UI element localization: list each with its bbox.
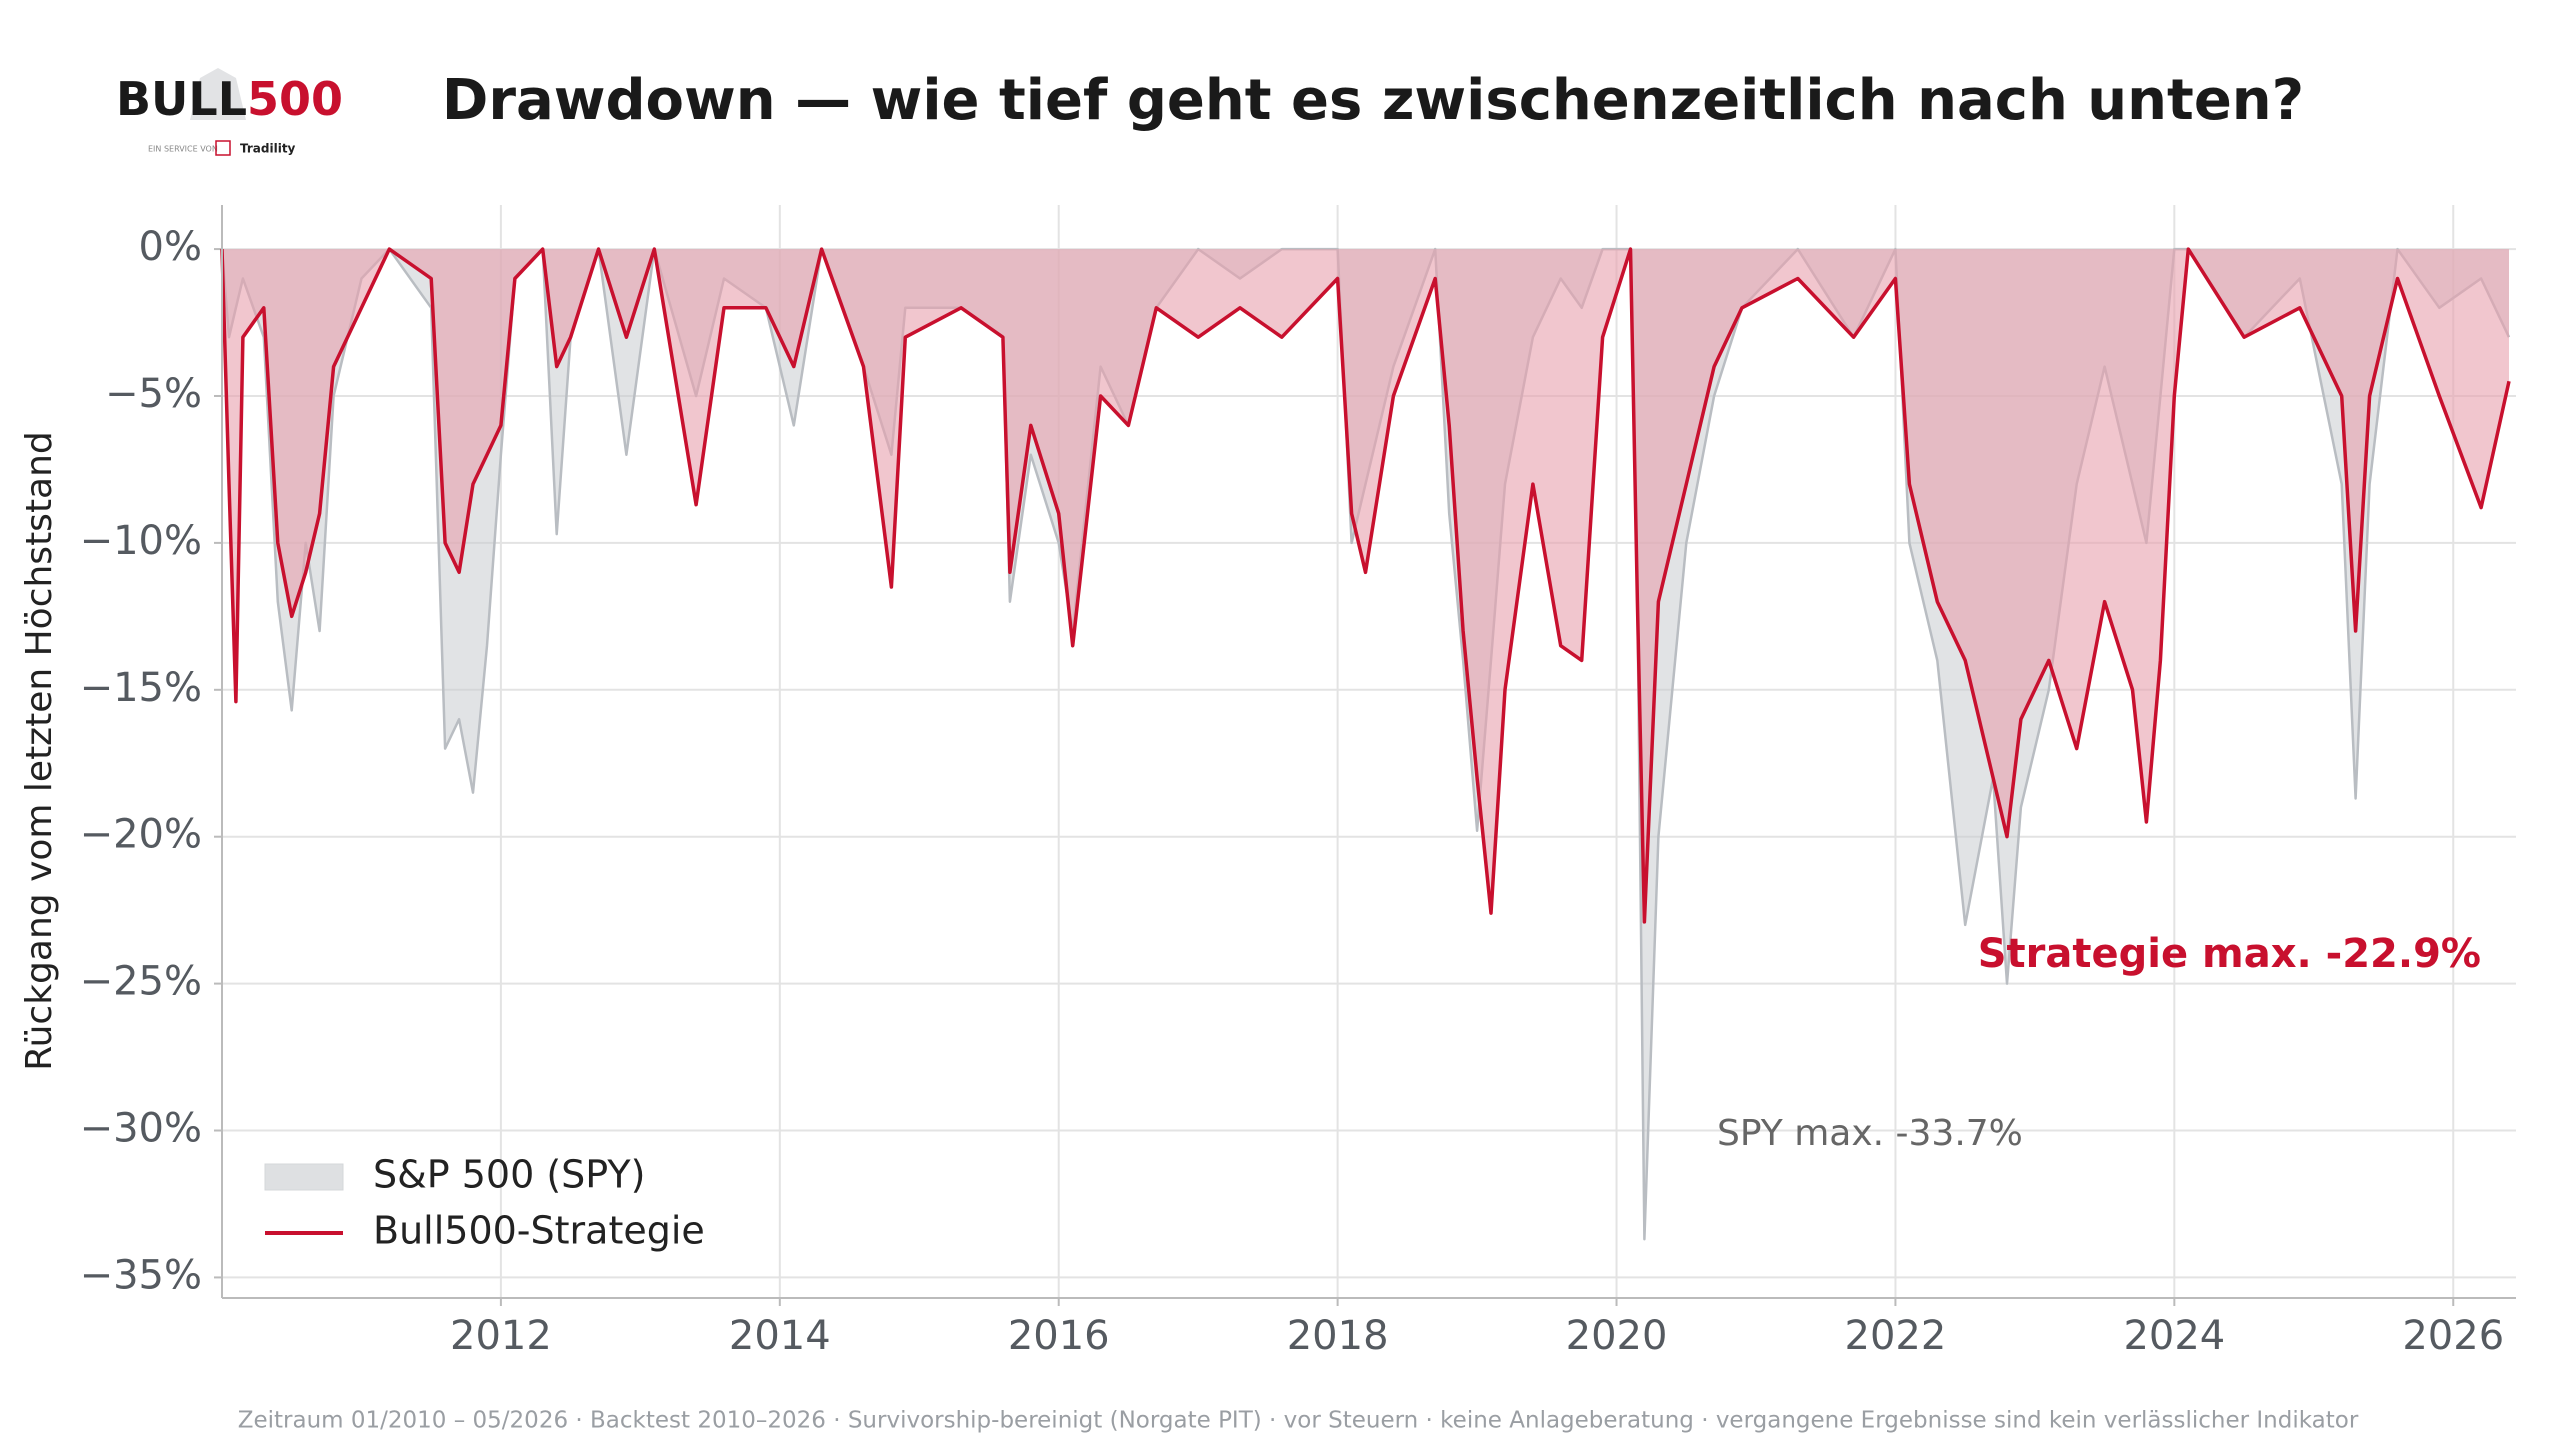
logo-partner-icon — [215, 140, 231, 156]
chart-title: Drawdown — wie tief geht es zwischenzeit… — [442, 68, 2304, 133]
logo-tagline: EIN SERVICE VON — [148, 145, 218, 154]
y-tick-label: −35% — [80, 1252, 202, 1298]
legend: S&P 500 (SPY) Bull500-Strategie — [264, 1153, 705, 1253]
x-tick-label: 2024 — [2123, 1313, 2225, 1359]
y-tick-label: −5% — [105, 371, 202, 417]
x-tick-label: 2022 — [1845, 1313, 1947, 1359]
y-tick-label: −15% — [80, 665, 202, 711]
legend-label: Bull500-Strategie — [373, 1209, 705, 1253]
y-tick-label: 0% — [139, 224, 202, 270]
x-tick-label: 2016 — [1008, 1313, 1110, 1359]
annotation: Strategie max. -22.9% — [1978, 931, 2481, 977]
line — [220, 247, 2511, 924]
logo-partner: Tradility — [240, 142, 296, 156]
x-tick-label: 2026 — [2402, 1313, 2504, 1359]
area — [222, 249, 2509, 922]
x-tick-label: 2012 — [450, 1313, 552, 1359]
footer: Zeitraum 01/2010 – 05/2026 · Backtest 20… — [238, 1408, 2359, 1434]
logo-brand: BULL500 — [116, 72, 343, 126]
x-tick-label: 2014 — [729, 1313, 831, 1359]
y-tick-label: −20% — [80, 812, 202, 858]
y-tick-label: −25% — [80, 959, 202, 1005]
logo-icon — [190, 68, 246, 120]
y-tick-label: −30% — [80, 1106, 202, 1152]
x-tick-label: 2020 — [1566, 1313, 1668, 1359]
annotation: SPY max. -33.7% — [1717, 1113, 2023, 1154]
x-tick-label: 2018 — [1287, 1313, 1389, 1359]
legend-label: S&P 500 (SPY) — [373, 1153, 645, 1197]
legend-swatch — [264, 1163, 344, 1191]
y-tick-label: −10% — [80, 518, 202, 564]
y-axis-label: Rückgang vom letzten Höchststand — [19, 431, 60, 1071]
